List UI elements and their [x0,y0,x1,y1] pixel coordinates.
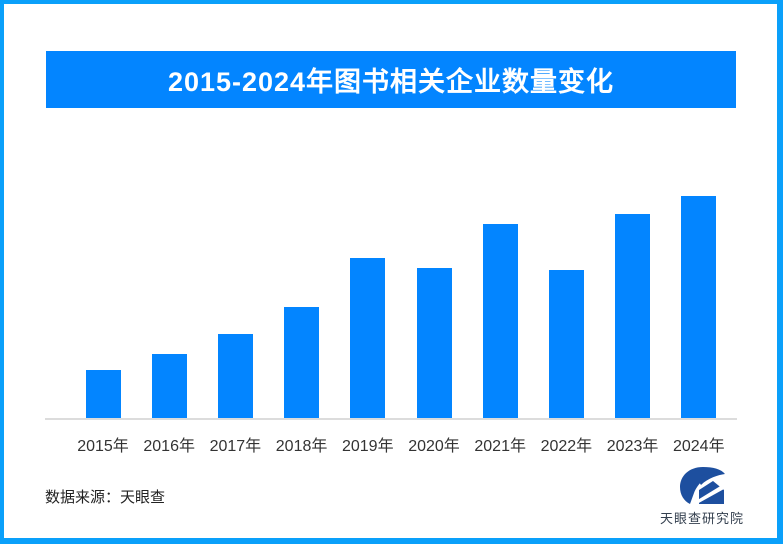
bar-2020年 [416,268,452,418]
x-axis-label: 2024年 [672,438,725,455]
x-axis-label: 2016年 [143,438,195,455]
bar-2015年 [85,370,121,418]
tianyancha-logo: 天眼查研究院 [652,466,752,527]
x-axis-label: 2021年 [474,438,526,455]
bar-2024年 [681,196,717,418]
bar-2023年 [615,214,651,418]
x-axis-label: 2022年 [540,438,593,455]
x-axis-label: 2019年 [341,438,394,455]
chart-title: 2015-2024年图书相关企业数量变化 [167,67,615,97]
x-axis-label: 2018年 [275,438,328,455]
x-axis-line [45,418,737,420]
bar-2021年 [482,224,518,418]
x-axis-label: 2015年 [77,438,129,455]
logo-text: 天眼查研究院 [659,511,744,526]
chart-title-banner: 2015-2024年图书相关企业数量变化 [46,51,736,108]
tianyancha-logo-icon [680,467,725,504]
bar-2022年 [548,270,584,418]
x-axis-label: 2020年 [408,438,460,455]
bar-2017年 [217,334,253,418]
bar-2016年 [151,354,187,418]
x-axis-label: 2017年 [209,438,262,455]
bar-chart: 2015年 2016年 2017年 2018年 2019年 2020年 2021年 2022年… [4,4,777,538]
data-source-label: 数据来源：天眼查 [45,489,166,506]
bar-2018年 [284,307,320,418]
x-axis-label: 2023年 [606,438,659,455]
bar-2019年 [350,258,386,418]
